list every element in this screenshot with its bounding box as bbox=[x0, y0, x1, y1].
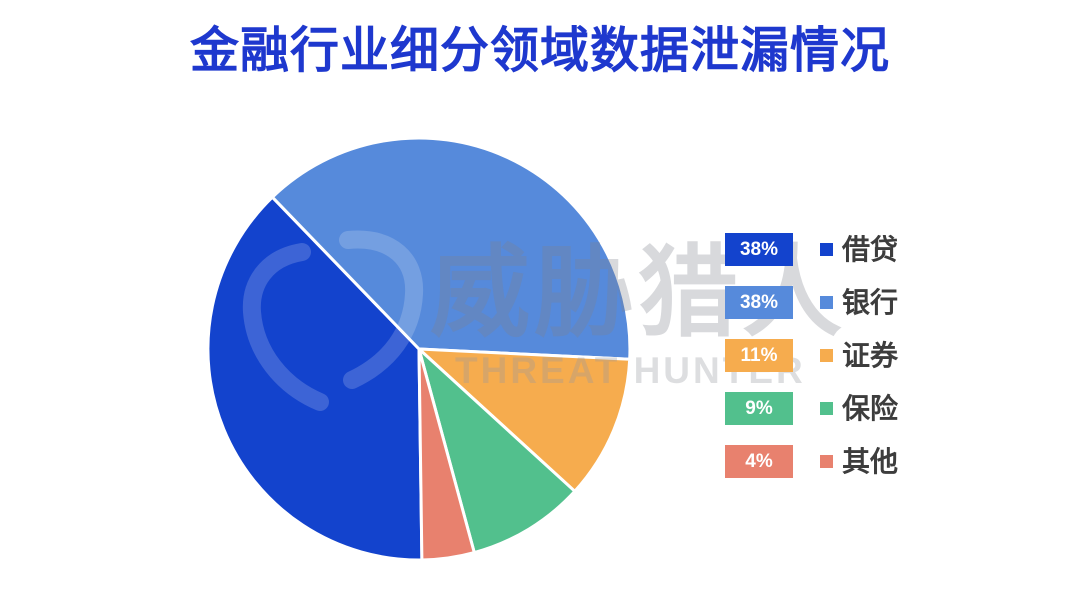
legend-row-保险: 9% 保险 bbox=[725, 392, 898, 425]
legend-pct-badge: 11% bbox=[725, 339, 793, 372]
legend-row-其他: 4% 其他 bbox=[725, 445, 898, 478]
legend-label: 银行 bbox=[842, 286, 899, 318]
legend-color-square-icon bbox=[820, 455, 833, 468]
legend-pct-badge: 38% bbox=[725, 233, 793, 266]
pie-slice-借贷 bbox=[206, 195, 424, 562]
pie-slice-银行 bbox=[270, 136, 632, 361]
legend-color-square-icon bbox=[820, 402, 833, 415]
legend-color-square-icon bbox=[820, 296, 833, 309]
legend-label: 证券 bbox=[842, 339, 899, 371]
legend-label: 其他 bbox=[842, 445, 899, 477]
legend-row-银行: 38% 银行 bbox=[725, 286, 898, 319]
legend-label: 借贷 bbox=[842, 233, 899, 265]
pie-slice-其他 bbox=[417, 347, 476, 562]
page-title: 金融行业细分领域数据泄漏情况 bbox=[189, 24, 890, 78]
legend-pct-badge: 38% bbox=[725, 286, 793, 319]
legend-color-square-icon bbox=[820, 243, 833, 256]
legend: 38% 借贷 38% 银行 11% 证券 9% 保险 4% 其他 bbox=[725, 233, 898, 478]
legend-label: 保险 bbox=[842, 392, 899, 424]
legend-row-借贷: 38% 借贷 bbox=[725, 233, 898, 266]
legend-pct-badge: 4% bbox=[725, 445, 793, 478]
legend-pct-badge: 9% bbox=[725, 392, 793, 425]
pie-slice-证券 bbox=[417, 347, 632, 493]
legend-row-证券: 11% 证券 bbox=[725, 339, 898, 372]
legend-color-square-icon bbox=[820, 349, 833, 362]
pie-slice-保险 bbox=[417, 347, 577, 555]
